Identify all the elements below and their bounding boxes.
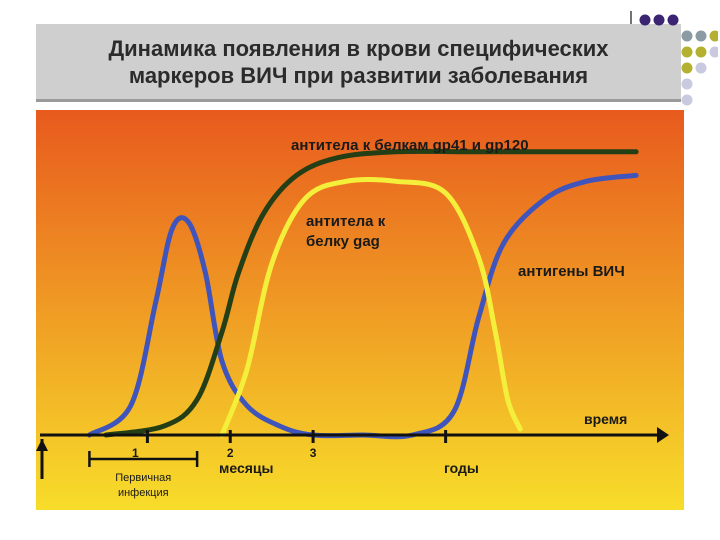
series-label-antigen: антигены ВИЧ [518, 263, 625, 280]
series-label-gag-line1: антитела к [306, 213, 386, 230]
x-axis-years-label: годы [444, 460, 479, 476]
bracket-label-line2: инфекция [118, 487, 169, 499]
chart-svg: антитела к белкам gp41 и gp120 антитела к… [36, 110, 684, 510]
chart-labels: антитела к белкам gp41 и gp120 антитела к… [115, 137, 627, 499]
deco-dot [681, 94, 693, 106]
deco-dot [667, 14, 679, 26]
series-line-0 [103, 148, 639, 438]
chart-axis [36, 427, 669, 479]
deco-dot [709, 30, 718, 42]
decorative-dots [630, 11, 718, 106]
series-line-2 [86, 172, 639, 440]
deco-dot [639, 14, 651, 26]
x-tick-label: 2 [227, 446, 234, 460]
deco-dot [695, 46, 707, 58]
deco-dot [695, 30, 707, 42]
bracket-label-line1: Первичная [115, 472, 171, 484]
deco-dot [695, 62, 707, 74]
deco-dot [681, 78, 693, 90]
deco-dot [681, 46, 693, 58]
x-tick-label: 3 [310, 446, 317, 460]
deco-dot [709, 46, 718, 58]
deco-dot [681, 62, 693, 74]
chart-area: антитела к белкам gp41 и gp120 антитела к… [36, 110, 684, 510]
x-axis-arrowhead [657, 427, 669, 443]
series-label-gag-line2: белку gag [306, 233, 380, 250]
infection-marker-arrow [36, 439, 48, 451]
slide-title-box: Динамика появления в крови специфических… [36, 24, 681, 102]
slide-title-line-2: маркеров ВИЧ при развитии заболевания [128, 62, 589, 88]
chart-curves [86, 148, 639, 440]
series-label-gp: антитела к белкам gp41 и gp120 [291, 137, 529, 154]
deco-dot [653, 14, 665, 26]
x-axis-months-label: месяцы [219, 460, 273, 476]
x-tick-label: 1 [132, 446, 139, 460]
slide-title-line-1: Динамика появления в крови специфических [108, 35, 609, 61]
chart-background [36, 110, 684, 510]
x-axis-label: время [584, 411, 627, 427]
series-line-1 [219, 176, 523, 438]
deco-dot [681, 30, 693, 42]
